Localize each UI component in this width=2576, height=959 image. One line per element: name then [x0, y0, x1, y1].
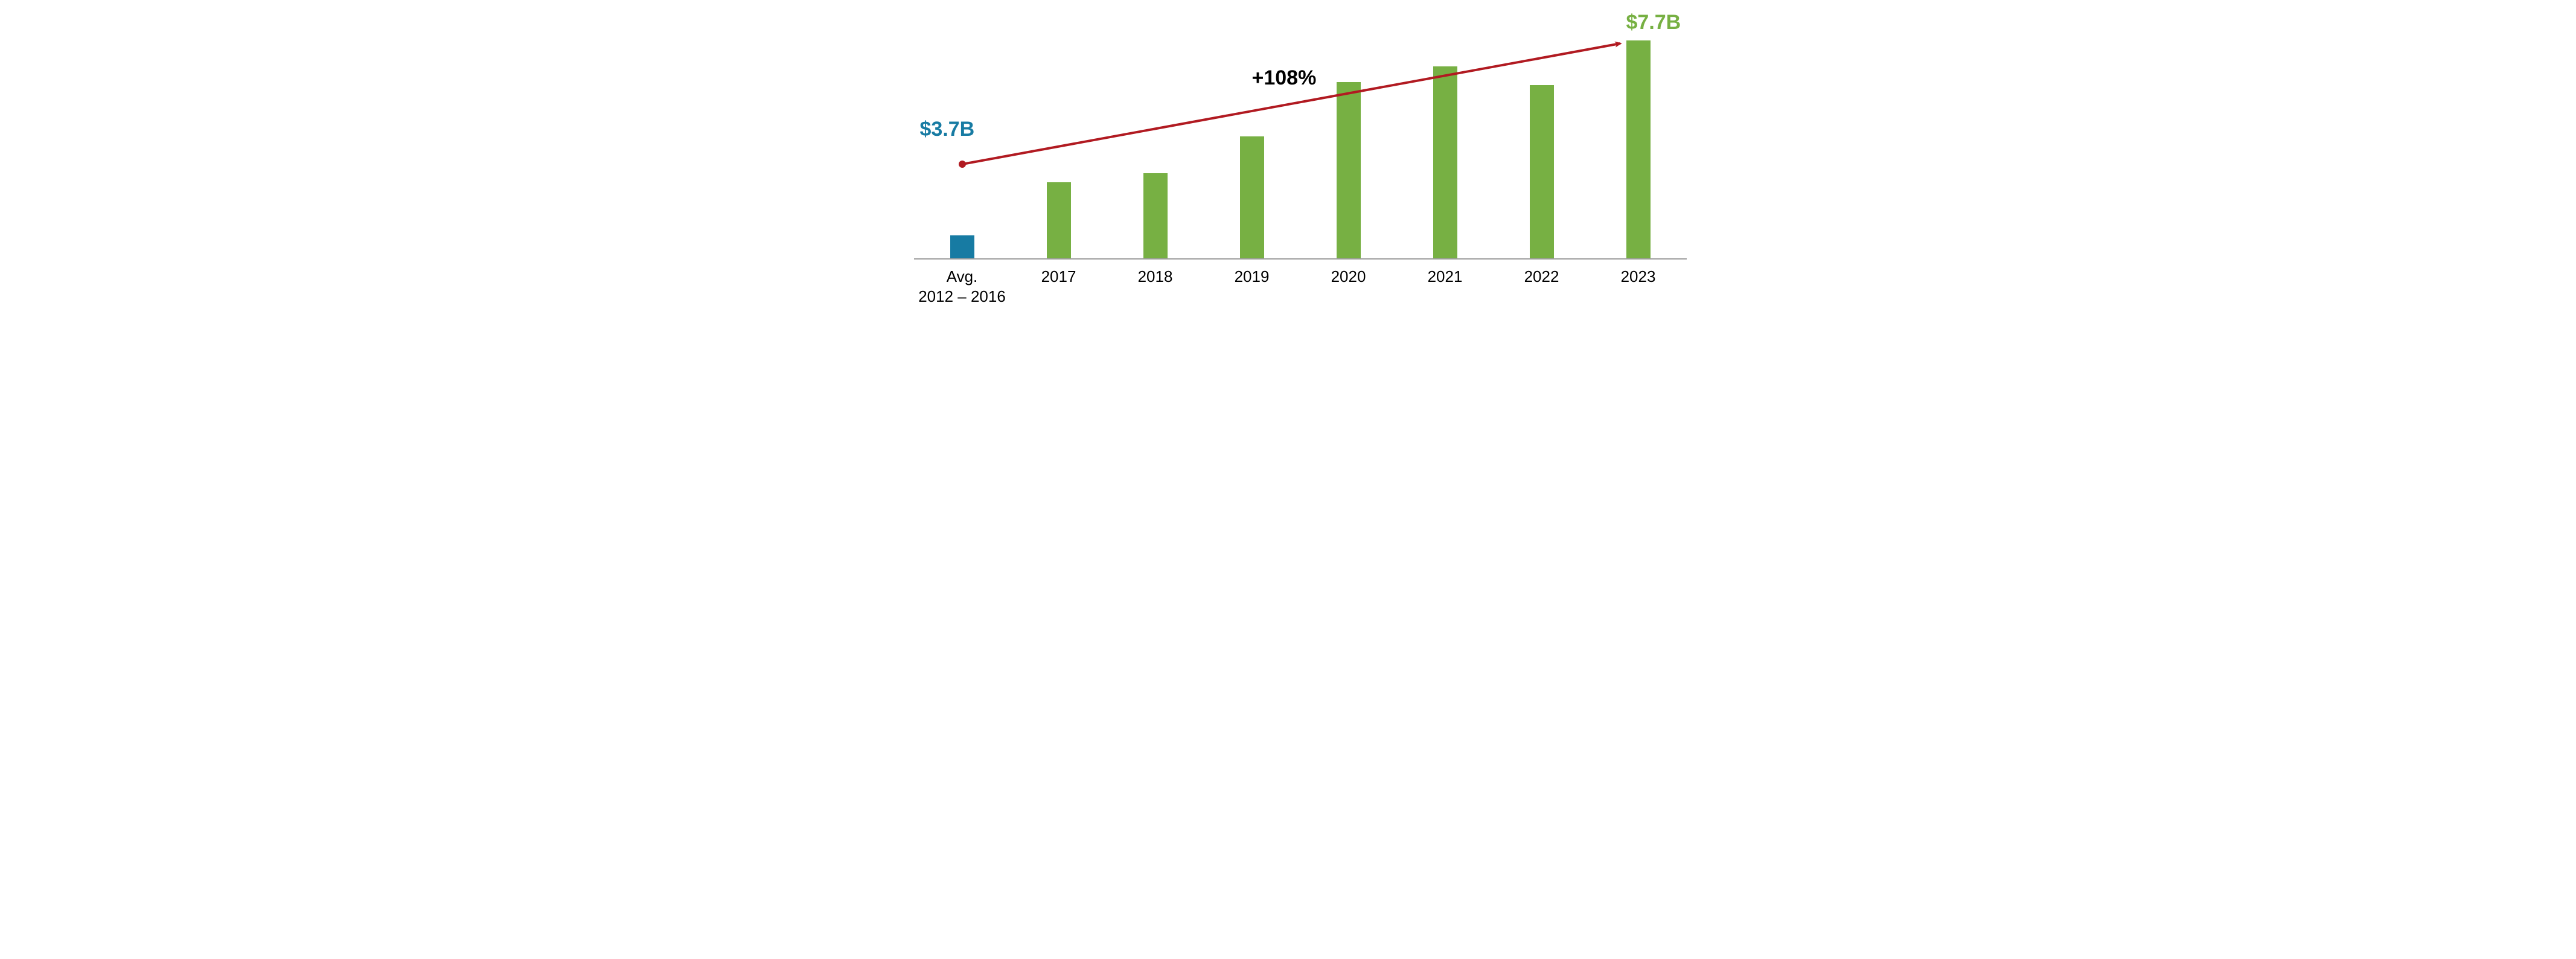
trend-arrow [866, 0, 1711, 314]
bar-chart: Avg.2012 – 20162017201820192020202120222… [866, 0, 1711, 314]
